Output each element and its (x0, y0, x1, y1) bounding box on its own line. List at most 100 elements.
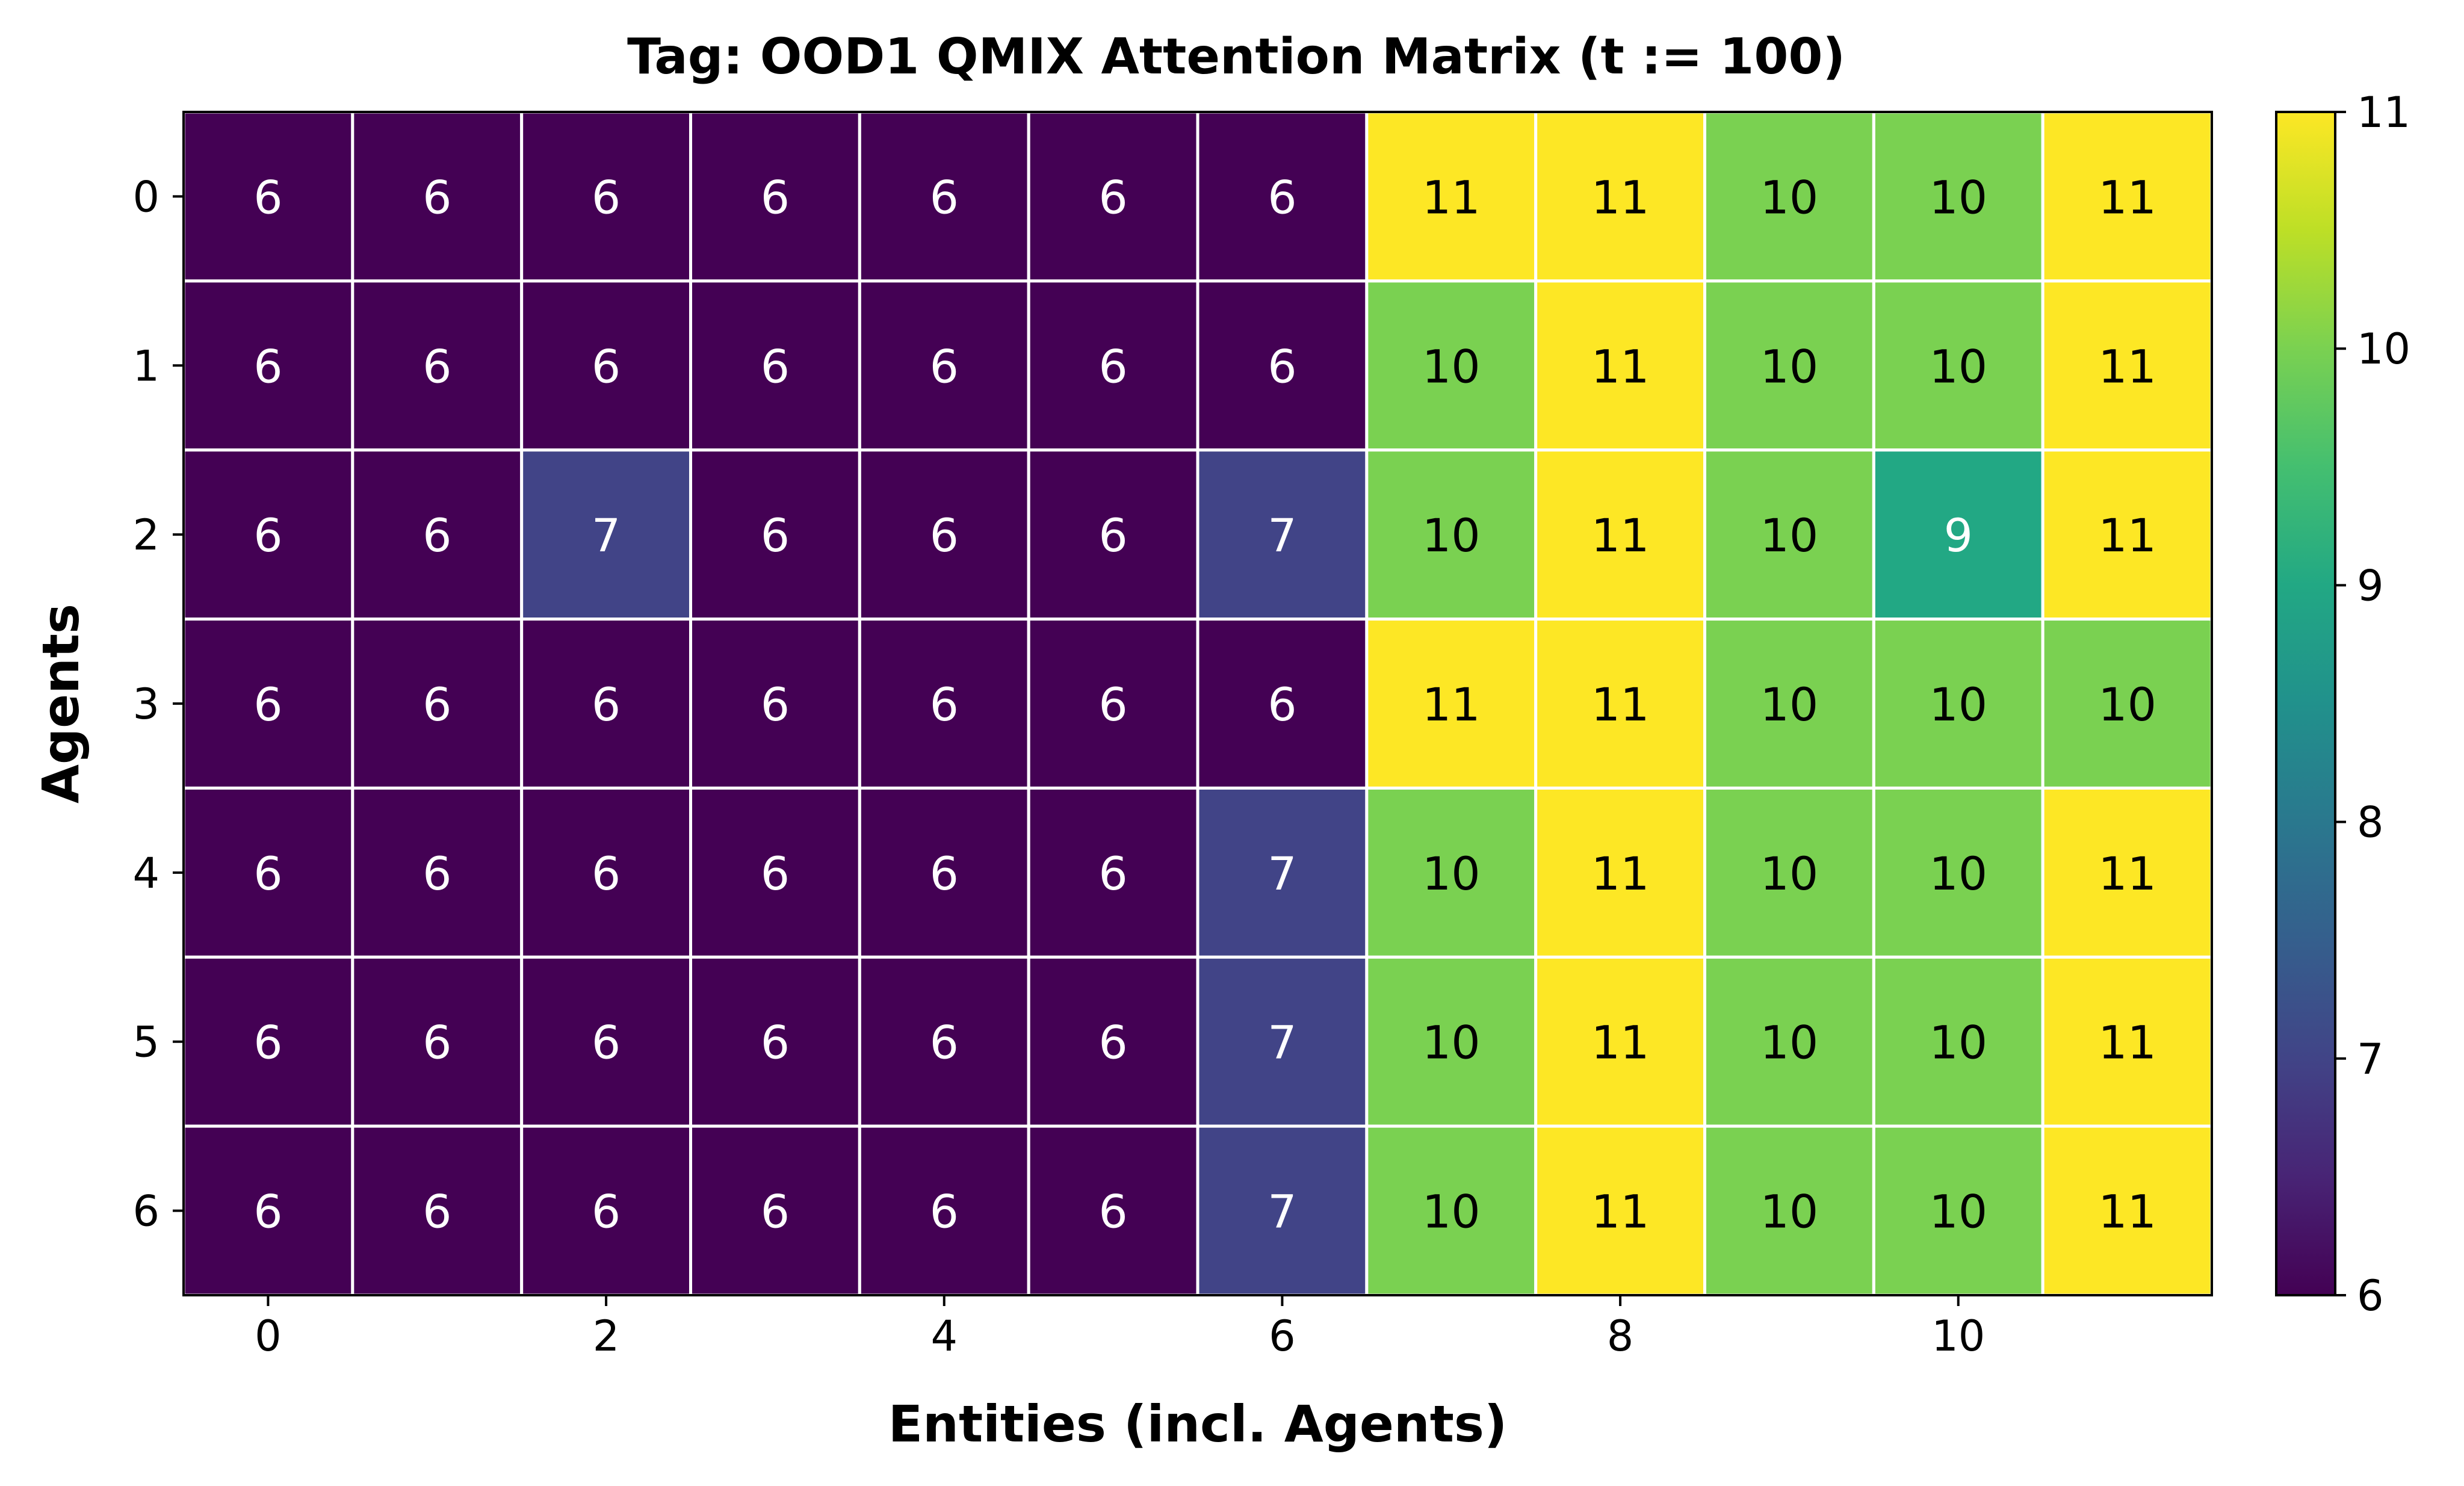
heatmap-cell-label: 6 (253, 509, 282, 562)
heatmap-cell-label: 11 (1591, 678, 1650, 731)
heatmap-cell (1703, 279, 1875, 452)
heatmap-cell-label: 11 (2098, 847, 2156, 900)
heatmap-cell (182, 110, 354, 283)
heatmap-cell (351, 955, 524, 1128)
heatmap-cell-label: 6 (253, 1016, 282, 1070)
heatmap-cell-label: 10 (1760, 1185, 1819, 1239)
heatmap-cell-label: 6 (592, 1016, 621, 1070)
heatmap-cell-label: 6 (253, 678, 282, 731)
y-tick-label: 0 (132, 172, 159, 221)
heatmap-cell-label: 11 (1591, 509, 1650, 562)
heatmap-cell (1703, 618, 1875, 790)
heatmap-cell-label: 6 (930, 1016, 959, 1070)
y-tick-label: 2 (132, 510, 159, 560)
heatmap-cell-label: 11 (2098, 170, 2156, 224)
heatmap-cell (1872, 786, 2045, 959)
heatmap-cell-label: 6 (761, 1016, 790, 1070)
x-axis-label: Entities (incl. Agents) (888, 1395, 1507, 1453)
heatmap-cell-label: 6 (253, 339, 282, 393)
heatmap-cell-label: 7 (1268, 847, 1296, 900)
heatmap-cell (351, 786, 524, 959)
heatmap-cell-label: 6 (1098, 509, 1127, 562)
heatmap-cell (520, 279, 693, 452)
heatmap-cell-label: 6 (253, 1185, 282, 1239)
heatmap-cell-label: 10 (1422, 1185, 1481, 1239)
heatmap-cell-label: 6 (1098, 1185, 1127, 1239)
heatmap-cell (1027, 448, 1199, 621)
heatmap-cell-label: 6 (930, 1185, 959, 1239)
heatmap-cell (351, 279, 524, 452)
heatmap-cell (1365, 1124, 1538, 1297)
heatmap-cell (1196, 786, 1369, 959)
heatmap-cell (1534, 1124, 1707, 1297)
heatmap-cell-label: 6 (423, 847, 451, 900)
heatmap-cells (182, 110, 2214, 1297)
heatmap-cell (1872, 279, 2045, 452)
heatmap-cell-label: 6 (253, 170, 282, 224)
heatmap-cell-label: 10 (1422, 1016, 1481, 1070)
heatmap-cell-label: 11 (1591, 847, 1650, 900)
heatmap-cell-label: 6 (761, 1185, 790, 1239)
heatmap-cell-label: 6 (1098, 170, 1127, 224)
colorbar-tick-label: 8 (2357, 798, 2384, 847)
heatmap-cell-label: 10 (1760, 339, 1819, 393)
heatmap-cell-label: 11 (2098, 1016, 2156, 1070)
heatmap-cell-label: 6 (423, 678, 451, 731)
heatmap-cell-label: 11 (1591, 339, 1650, 393)
heatmap-cell-label: 10 (1929, 170, 1987, 224)
heatmap-cell (182, 448, 354, 621)
heatmap-cell (182, 279, 354, 452)
heatmap-cell (351, 618, 524, 790)
heatmap-cell (689, 1124, 861, 1297)
heatmap-cell (1872, 448, 2045, 621)
heatmap-cell-label: 7 (592, 509, 621, 562)
heatmap-cell (2041, 955, 2214, 1128)
heatmap-cell-label: 7 (1268, 1016, 1296, 1070)
x-tick-label: 10 (1931, 1311, 1985, 1361)
heatmap-cell (689, 955, 861, 1128)
heatmap-cell (689, 786, 861, 959)
y-axis-ticks: 0 1 2 3 4 5 6 (132, 172, 184, 1236)
heatmap-cell-label: 11 (1422, 170, 1481, 224)
heatmap-cell (1196, 279, 1369, 452)
colorbar-ticks: 6 7 8 9 10 11 (2335, 88, 2410, 1320)
heatmap-cell-label: 10 (1929, 847, 1987, 900)
chart-title: Tag: OOD1 QMIX Attention Matrix (t := 10… (627, 28, 1845, 85)
heatmap-cell-labels: 6 6 6 6 6 6 6 11 11 10 10 11 6 6 6 6 6 6 6 10 11 10 10 11 6 6 7 6 6 6… (253, 170, 2156, 1238)
heatmap-cell-label: 6 (930, 339, 959, 393)
heatmap-cell-label: 6 (423, 509, 451, 562)
heatmap-cell-label: 6 (761, 847, 790, 900)
colorbar (2275, 111, 2336, 1296)
heatmap-cell-label: 10 (1422, 847, 1481, 900)
heatmap-cell-label: 6 (253, 847, 282, 900)
heatmap-cell (1534, 279, 1707, 452)
heatmap-cell (1027, 786, 1199, 959)
heatmap-cell (520, 786, 693, 959)
heatmap-cell-label: 6 (1098, 1016, 1127, 1070)
heatmap-cell (1534, 110, 1707, 283)
heatmap-cell (520, 618, 693, 790)
heatmap-cell-label: 10 (1929, 339, 1987, 393)
heatmap-cell-label: 6 (1268, 678, 1296, 731)
heatmap-cell (1196, 448, 1369, 621)
colorbar-tick-label: 9 (2357, 561, 2384, 610)
heatmap-cell (2041, 618, 2214, 790)
colorbar-tick-label: 10 (2357, 324, 2410, 374)
heatmap-cell (1196, 955, 1369, 1128)
heatmap-cell-label: 11 (2098, 509, 2156, 562)
heatmap-cell-label: 11 (1422, 678, 1481, 731)
heatmap-cell (2041, 279, 2214, 452)
heatmap-cell (1365, 618, 1538, 790)
heatmap-cell-label: 11 (2098, 1185, 2156, 1239)
x-axis-ticks: 0 2 4 6 8 10 (255, 1295, 1985, 1361)
heatmap-cell-label: 6 (592, 847, 621, 900)
heatmap-cell-label: 10 (1760, 678, 1819, 731)
heatmap-cell-label: 7 (1268, 1185, 1296, 1239)
heatmap-cell-label: 6 (930, 847, 959, 900)
heatmap-cell-label: 6 (761, 339, 790, 393)
heatmap-cell (1365, 955, 1538, 1128)
heatmap-cell (858, 618, 1030, 790)
y-tick-label: 1 (132, 341, 159, 391)
heatmap-cell (351, 448, 524, 621)
